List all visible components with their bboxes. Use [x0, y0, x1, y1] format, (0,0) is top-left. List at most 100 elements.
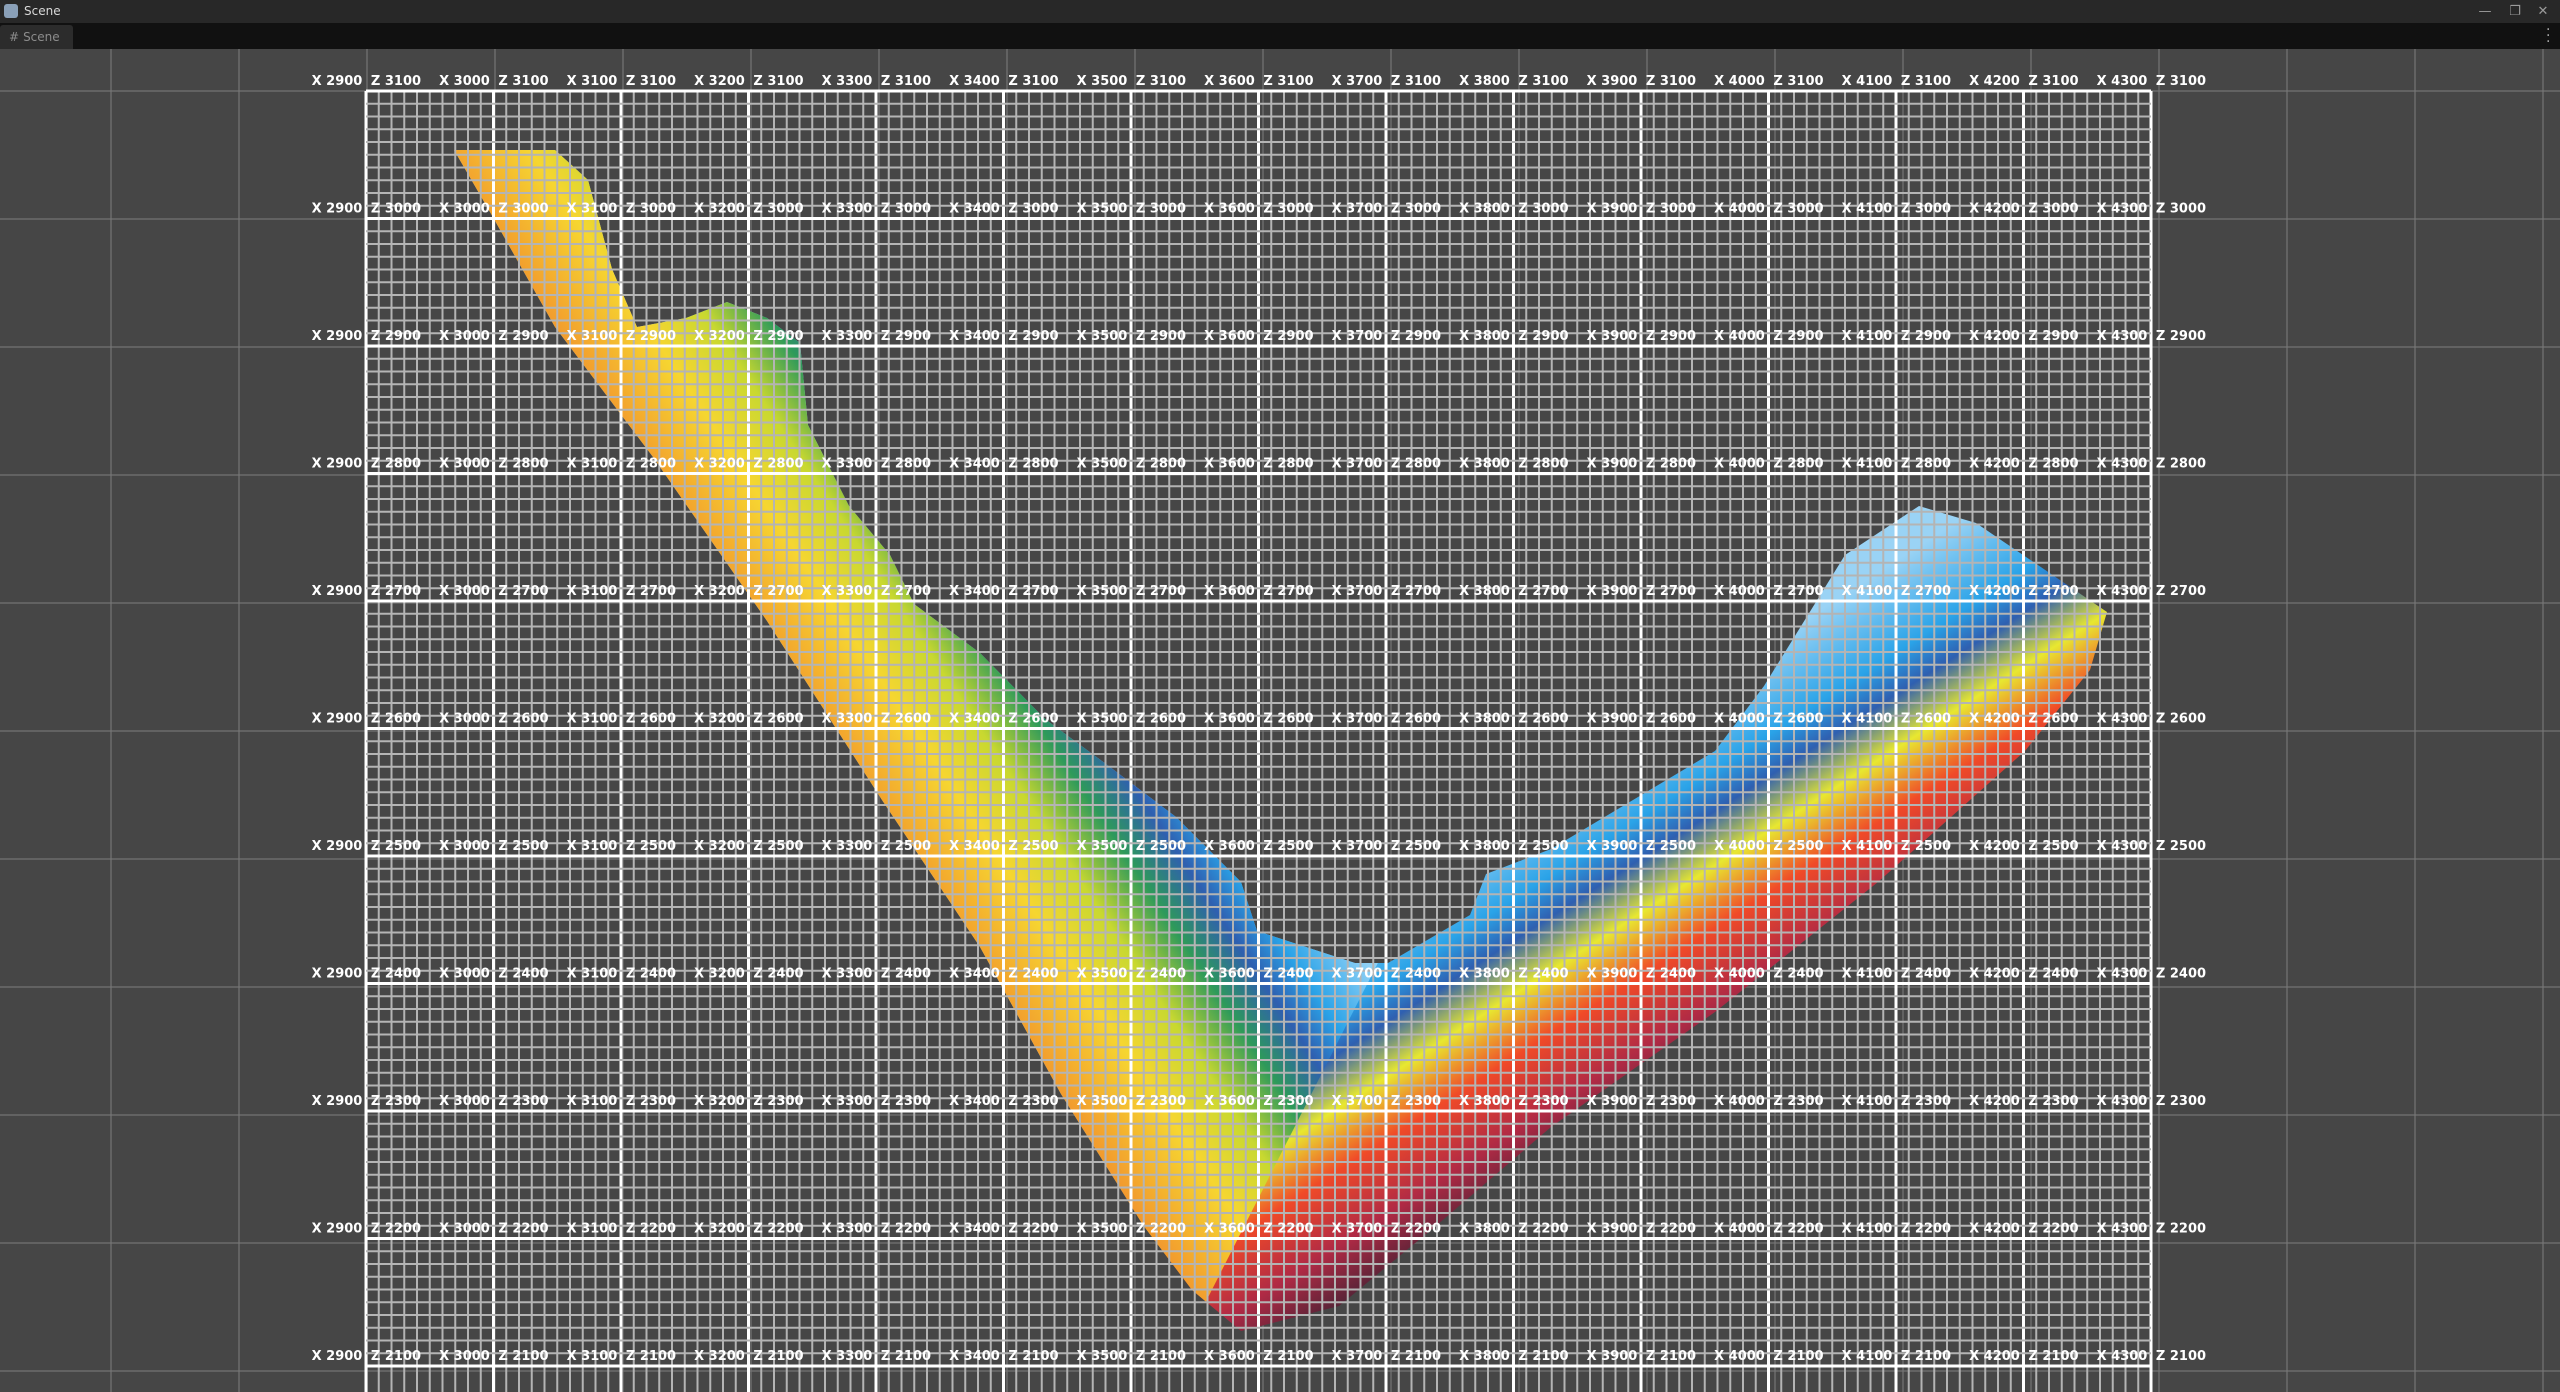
z-coordinate-label: Z 2700: [753, 584, 803, 599]
z-coordinate-label: Z 2100: [1008, 1349, 1058, 1364]
x-coordinate-label: X 3700: [1332, 1222, 1383, 1237]
x-coordinate-label: X 2900: [312, 584, 363, 599]
x-coordinate-label: X 4000: [1714, 1222, 1765, 1237]
x-coordinate-label: X 3100: [567, 1349, 618, 1364]
z-coordinate-label: Z 2700: [1263, 584, 1313, 599]
x-coordinate-label: X 3000: [439, 1094, 490, 1109]
x-coordinate-label: X 4000: [1714, 967, 1765, 982]
z-coordinate-label: Z 3000: [1136, 202, 1186, 217]
x-coordinate-label: X 3700: [1332, 457, 1383, 472]
x-coordinate-label: X 4200: [1969, 712, 2020, 727]
z-coordinate-label: Z 2900: [881, 329, 931, 344]
x-coordinate-label: X 3800: [1459, 967, 1510, 982]
grid-hash-icon: #: [9, 30, 20, 44]
window-title: Scene: [24, 4, 61, 18]
z-coordinate-label: Z 3100: [1773, 74, 1823, 89]
x-coordinate-label: X 3700: [1332, 967, 1383, 982]
x-coordinate-label: X 4100: [1842, 584, 1893, 599]
z-coordinate-label: Z 2500: [1391, 839, 1441, 854]
z-coordinate-label: Z 2400: [1008, 967, 1058, 982]
z-coordinate-label: Z 2700: [498, 584, 548, 599]
x-coordinate-label: X 3100: [567, 839, 618, 854]
x-coordinate-label: X 3200: [694, 329, 745, 344]
z-coordinate-label: Z 2300: [1646, 1094, 1696, 1109]
x-coordinate-label: X 3000: [439, 839, 490, 854]
close-icon[interactable]: ✕: [2537, 4, 2549, 19]
z-coordinate-label: Z 2600: [1901, 712, 1951, 727]
x-coordinate-label: X 4300: [2097, 839, 2148, 854]
z-coordinate-label: Z 2700: [1136, 584, 1186, 599]
z-coordinate-label: Z 3000: [1901, 202, 1951, 217]
x-coordinate-label: X 3500: [1077, 584, 1128, 599]
x-coordinate-label: X 3800: [1459, 584, 1510, 599]
z-coordinate-label: Z 2400: [371, 967, 421, 982]
x-coordinate-label: X 3200: [694, 712, 745, 727]
x-coordinate-label: X 4000: [1714, 329, 1765, 344]
z-coordinate-label: Z 2200: [1901, 1222, 1951, 1237]
z-coordinate-label: Z 2200: [1773, 1222, 1823, 1237]
z-coordinate-label: Z 3000: [753, 202, 803, 217]
z-coordinate-label: Z 2700: [1646, 584, 1696, 599]
z-coordinate-label: Z 2900: [1391, 329, 1441, 344]
scene-viewport[interactable]: X 2900 Z 3100 X 3000 Z 3100 X 3100 Z 3100 X 32…: [0, 49, 2560, 1392]
x-coordinate-label: X 3500: [1077, 839, 1128, 854]
z-coordinate-label: Z 2500: [1901, 839, 1951, 854]
x-coordinate-label: X 3800: [1459, 329, 1510, 344]
z-coordinate-label: Z 2500: [1646, 839, 1696, 854]
x-coordinate-label: X 4200: [1969, 74, 2020, 89]
z-coordinate-label: Z 2300: [1773, 1094, 1823, 1109]
x-coordinate-label: X 3600: [1204, 967, 1255, 982]
x-coordinate-label: X 4100: [1842, 839, 1893, 854]
x-coordinate-label: X 3700: [1332, 1094, 1383, 1109]
z-coordinate-label: Z 2100: [1773, 1349, 1823, 1364]
x-coordinate-label: X 3900: [1587, 1094, 1638, 1109]
z-coordinate-label: Z 2600: [626, 712, 676, 727]
x-coordinate-label: X 3900: [1587, 74, 1638, 89]
x-coordinate-label: X 4200: [1969, 329, 2020, 344]
z-coordinate-label: Z 2200: [881, 1222, 931, 1237]
x-coordinate-label: X 3000: [439, 74, 490, 89]
x-coordinate-label: X 3800: [1459, 74, 1510, 89]
x-coordinate-label: X 3700: [1332, 329, 1383, 344]
minimize-icon[interactable]: —: [2478, 4, 2492, 19]
x-coordinate-label: X 3400: [949, 839, 1000, 854]
z-coordinate-label: Z 2700: [1773, 584, 1823, 599]
tab-scene[interactable]: # Scene: [0, 25, 73, 49]
x-coordinate-label: X 3900: [1587, 457, 1638, 472]
x-coordinate-label: X 3200: [694, 584, 745, 599]
coordinate-grid: [364, 89, 2153, 1392]
x-coordinate-label: X 3000: [439, 584, 490, 599]
x-coordinate-label: X 3200: [694, 457, 745, 472]
x-coordinate-label: X 4300: [2097, 329, 2148, 344]
z-coordinate-label: Z 2600: [371, 712, 421, 727]
x-coordinate-label: X 2900: [312, 1222, 363, 1237]
x-coordinate-label: X 4100: [1842, 1222, 1893, 1237]
z-coordinate-label: Z 2900: [1901, 329, 1951, 344]
z-coordinate-label: Z 2900: [1263, 329, 1313, 344]
restore-icon[interactable]: ❐: [2509, 4, 2521, 19]
x-coordinate-label: X 3700: [1332, 584, 1383, 599]
z-coordinate-label: Z 2900: [371, 329, 421, 344]
z-coordinate-label: Z 3100: [1008, 74, 1058, 89]
x-coordinate-label: X 3100: [567, 967, 618, 982]
x-coordinate-label: X 3500: [1077, 1349, 1128, 1364]
z-coordinate-label: Z 3100: [1646, 74, 1696, 89]
z-coordinate-label: Z 3000: [626, 202, 676, 217]
z-coordinate-label: Z 2200: [1008, 1222, 1058, 1237]
z-coordinate-label: Z 2400: [753, 967, 803, 982]
x-coordinate-label: X 3100: [567, 329, 618, 344]
x-coordinate-label: X 2900: [312, 329, 363, 344]
x-coordinate-label: X 3100: [567, 712, 618, 727]
scene-canvas[interactable]: X 2900 Z 3100 X 3000 Z 3100 X 3100 Z 3100 X 32…: [0, 49, 2560, 1392]
z-coordinate-label: Z 2800: [626, 457, 676, 472]
z-coordinate-label: Z 2200: [498, 1222, 548, 1237]
more-options-icon[interactable]: · · ·: [2546, 22, 2551, 50]
x-coordinate-label: X 4200: [1969, 839, 2020, 854]
x-coordinate-label: X 3900: [1587, 329, 1638, 344]
z-coordinate-label: Z 3100: [1136, 74, 1186, 89]
x-coordinate-label: X 3500: [1077, 457, 1128, 472]
z-coordinate-label: Z 3000: [881, 202, 931, 217]
x-coordinate-label: X 3900: [1587, 712, 1638, 727]
tab-label: Scene: [23, 30, 60, 44]
z-coordinate-label: Z 2200: [1391, 1222, 1441, 1237]
